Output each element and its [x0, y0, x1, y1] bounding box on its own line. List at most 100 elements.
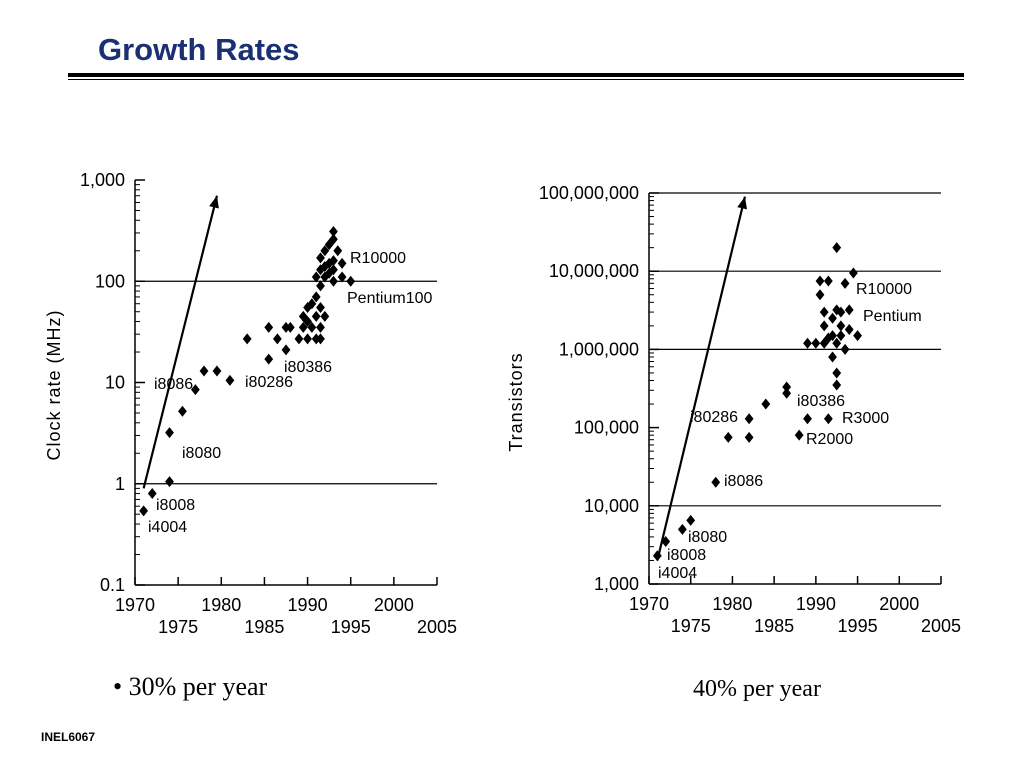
clock-data-point	[316, 321, 325, 333]
trans-data-point	[836, 330, 846, 342]
trans-y-tick-label: 100,000,000	[539, 183, 639, 203]
trans-data-point	[832, 367, 842, 379]
trans-data-point	[819, 320, 829, 332]
clock-data-point	[191, 384, 200, 396]
label-i80386: i80386	[284, 359, 332, 376]
trans-trend	[656, 196, 747, 561]
clock-x-tick-label: 1995	[331, 617, 371, 637]
clock-data-point	[316, 302, 325, 314]
clock-data-point	[303, 333, 312, 345]
trans-data-point	[832, 337, 842, 349]
left-caption: • 30% per year	[113, 672, 267, 702]
clock-x-tick-label: 1990	[288, 595, 328, 615]
label-i80286: i80286	[690, 409, 738, 426]
clock-ticks: 0.11101001,00019701975198019851990199520…	[80, 170, 457, 637]
slide-title: Growth Rates	[98, 32, 300, 67]
clock-data-point	[337, 257, 347, 269]
trans-gridlines	[649, 192, 941, 507]
trans-y-tick-label: 1,000	[594, 574, 639, 594]
trans-data-point	[844, 323, 854, 335]
clock-data-point	[281, 344, 291, 356]
clock-data-point	[264, 321, 274, 333]
trans-data-point	[803, 413, 812, 425]
clock-x-tick-label: 1975	[158, 617, 198, 637]
label-pentium100: Pentium100	[347, 290, 432, 307]
label-r10000: R10000	[350, 250, 406, 267]
clock-points	[139, 225, 356, 517]
clock-x-tick-label: 2000	[374, 595, 414, 615]
clock-data-point	[298, 321, 308, 333]
clock-data-point	[316, 280, 325, 292]
clock-data-point	[147, 488, 157, 500]
label-i8086: i8086	[154, 376, 193, 393]
trans-y-tick-label: 10,000	[584, 496, 639, 516]
trans-data-point	[844, 304, 854, 316]
clock-data-point	[199, 365, 209, 377]
clock-data-point	[212, 365, 222, 377]
trans-data-point	[832, 242, 842, 254]
trans-data-point	[723, 431, 733, 443]
clock-y-tick-label: 1	[115, 474, 125, 494]
trans-data-point	[744, 431, 754, 443]
clock-data-point	[316, 252, 325, 264]
trans-x-tick-label: 1975	[671, 616, 711, 636]
footer-label: INEL6067	[41, 730, 96, 744]
clock-data-point	[316, 264, 325, 276]
clock-data-point	[139, 505, 149, 517]
clock-gridlines	[135, 280, 437, 485]
trans-data-point	[836, 306, 846, 318]
trans-data-point	[811, 337, 821, 349]
clock-data-point	[329, 233, 338, 245]
trans-data-point	[849, 267, 858, 279]
label-i8080: i8080	[688, 529, 727, 546]
trans-data-point	[853, 330, 862, 342]
clock-x-tick-label: 1980	[201, 595, 241, 615]
clock-data-point	[320, 245, 330, 257]
clock-data-point	[264, 353, 274, 365]
trans-x-tick-label: 2000	[879, 594, 919, 614]
trans-data-point	[744, 413, 754, 425]
trans-y-tick-label: 1,000,000	[559, 339, 639, 359]
trans-y-tick-label: 100,000	[574, 418, 639, 438]
clock-data-point	[298, 310, 308, 322]
clock-data-point	[329, 255, 338, 267]
trans-data-point	[815, 289, 825, 301]
clock-trend-arrowhead	[209, 195, 219, 209]
clock-y-tick-label: 1,000	[80, 170, 125, 190]
clock-data-point	[329, 275, 338, 287]
trans-data-point	[686, 514, 696, 526]
clock-y-tick-label: 100	[95, 271, 125, 291]
trans-data-point	[782, 387, 792, 399]
clock-data-point	[311, 291, 321, 303]
right-caption: 40% per year	[693, 676, 821, 702]
trans-data-point	[836, 320, 846, 332]
clock-data-point	[307, 321, 317, 333]
clock-data-point	[178, 405, 187, 417]
trans-trend-line	[656, 196, 747, 561]
clock-data-point	[333, 245, 343, 257]
trans-trend-arrowhead	[737, 196, 747, 210]
trans-data-point	[828, 351, 837, 363]
bullet-symbol: •	[113, 672, 123, 701]
clock-data-point	[329, 225, 338, 237]
trans-x-tick-label: 2005	[921, 616, 961, 636]
trans-y-axis-title: Transistors	[506, 352, 526, 451]
trans-data-point	[840, 343, 850, 355]
trans-data-point	[677, 523, 687, 535]
label-i80286: i80286	[245, 374, 293, 391]
clock-data-point	[294, 333, 304, 345]
clock-x-tick-label: 1970	[115, 595, 155, 615]
trans-x-tick-label: 1995	[838, 616, 878, 636]
label-r10000: R10000	[856, 281, 912, 298]
clock-data-point	[311, 310, 321, 322]
trans-data-point	[832, 379, 842, 391]
trans-data-point	[823, 413, 833, 425]
title-rule-thick	[68, 73, 964, 77]
clock-y-tick-label: 0.1	[100, 575, 125, 595]
label-r3000: R3000	[842, 410, 889, 427]
trans-points	[652, 242, 862, 562]
clock-trend	[142, 195, 219, 489]
trans-data-point	[828, 330, 837, 342]
